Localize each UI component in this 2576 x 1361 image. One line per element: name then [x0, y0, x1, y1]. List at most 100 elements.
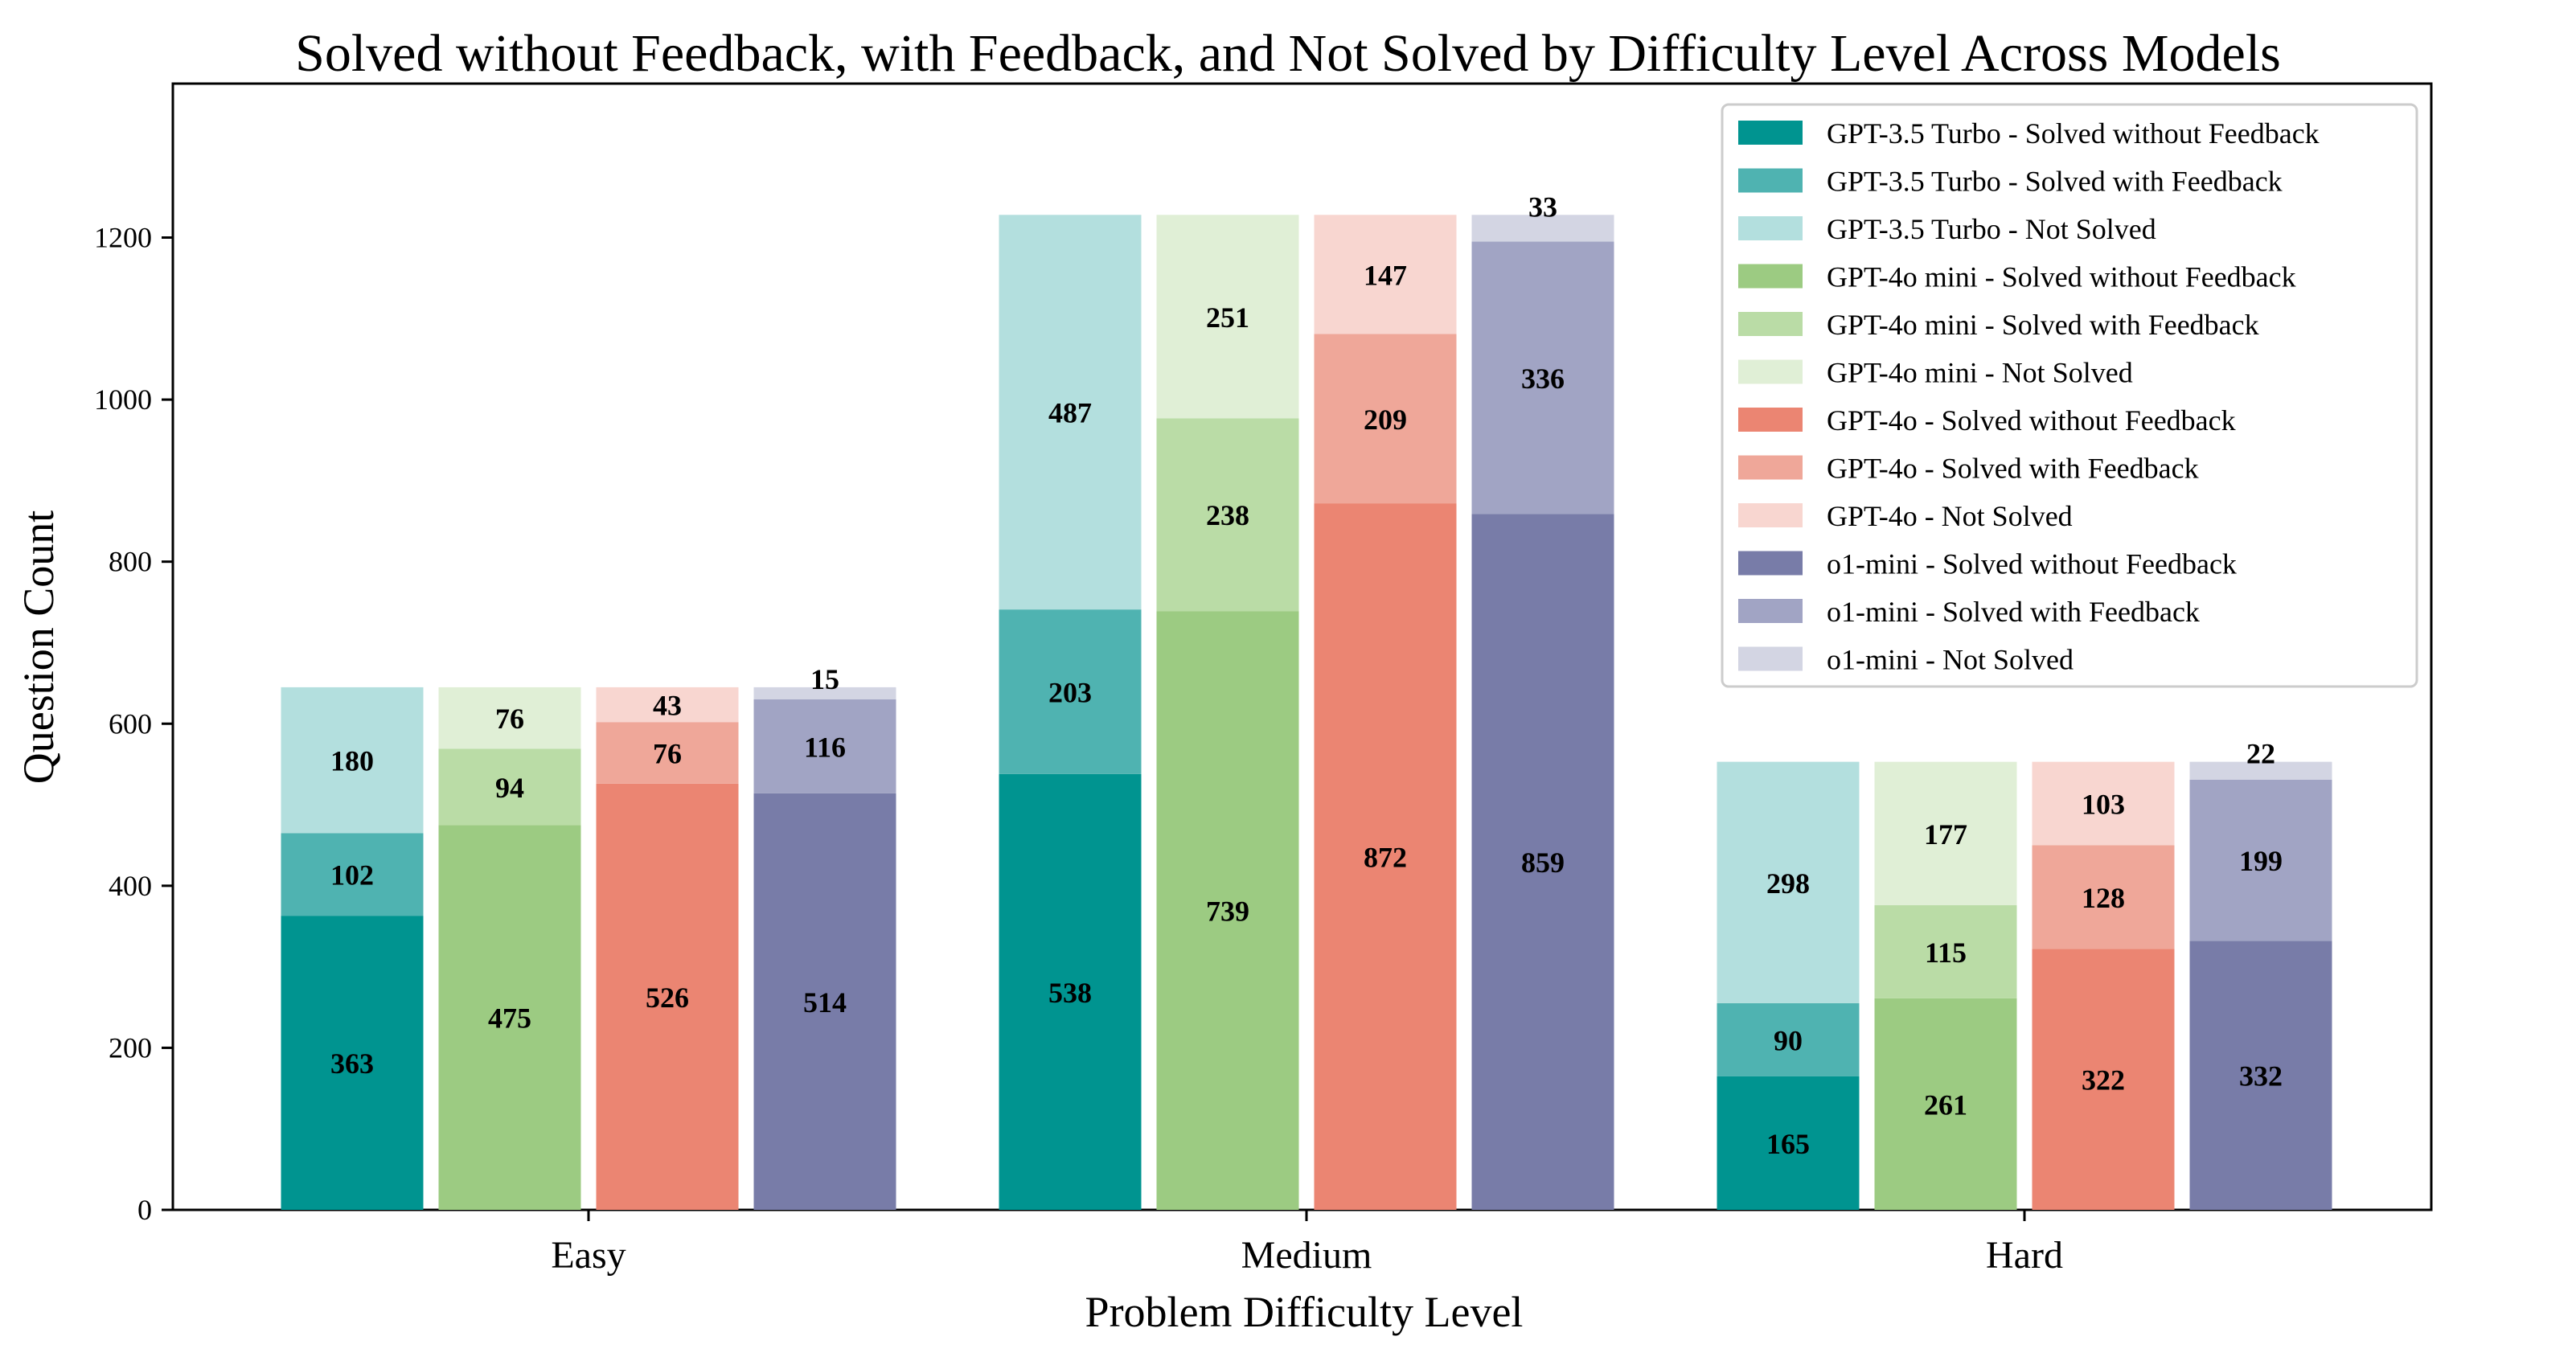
value-label: 76 [495, 703, 524, 735]
value-label: 514 [803, 986, 847, 1019]
value-label: 90 [1774, 1024, 1803, 1056]
bar-gpt-4o-hard-solved-without-feedback [2032, 949, 2175, 1210]
value-label: 251 [1206, 301, 1249, 334]
value-label: 261 [1924, 1088, 1967, 1121]
bar-gpt-4o-mini-medium-solved-with-feedback [1156, 418, 1299, 612]
bar-gpt-4o-mini-hard-solved-without-feedback [1874, 998, 2017, 1210]
bar-o1-mini-easy-solved-without-feedback [753, 793, 896, 1210]
plot-frame [171, 82, 2433, 1211]
legend-swatch [1738, 408, 1803, 432]
legend-swatch [1738, 216, 1803, 240]
x-tick-label-easy: Easy [551, 1234, 626, 1277]
legend-label: GPT-4o mini - Not Solved [1827, 357, 2133, 389]
y-tick-label: 800 [109, 546, 152, 578]
chart-title: Solved without Feedback, with Feedback, … [295, 24, 2281, 83]
value-label: 203 [1048, 676, 1092, 708]
bar-gpt-4o-mini-hard-not-solved [1874, 761, 2017, 906]
x-tick-label-medium: Medium [1241, 1234, 1372, 1277]
legend-swatch [1738, 264, 1803, 289]
y-tick-label: 1000 [94, 383, 152, 416]
value-label: 475 [488, 1002, 531, 1035]
value-label: 128 [2082, 882, 2125, 914]
value-label: 332 [2239, 1060, 2283, 1092]
value-label: 165 [1766, 1128, 1810, 1160]
legend-label: GPT-4o - Solved without Feedback [1827, 404, 2236, 437]
value-label: 538 [1048, 977, 1092, 1009]
bar-o1-mini-medium-solved-without-feedback [1471, 514, 1614, 1210]
legend-label: GPT-3.5 Turbo - Solved without Feedback [1827, 117, 2320, 150]
legend-label: GPT-4o mini - Solved without Feedback [1827, 261, 2296, 293]
bar-gpt-3-5-turbo-medium-solved-without-feedback [999, 773, 1142, 1210]
value-label: 298 [1766, 867, 1810, 900]
bar-gpt-4o-mini-easy-not-solved [438, 687, 581, 749]
legend-swatch [1738, 646, 1803, 671]
value-label: 363 [330, 1047, 374, 1080]
legend-label: GPT-4o - Solved with Feedback [1827, 453, 2199, 485]
bar-gpt-3-5-turbo-medium-not-solved [999, 215, 1142, 610]
bar-gpt-3-5-turbo-easy-solved-without-feedback [281, 916, 424, 1210]
y-tick-label: 1200 [94, 222, 152, 254]
bar-gpt-4o-medium-solved-with-feedback [1314, 334, 1457, 504]
bar-gpt-4o-mini-easy-solved-without-feedback [438, 825, 581, 1210]
bar-gpt-4o-easy-not-solved [596, 687, 739, 723]
bar-gpt-4o-mini-hard-solved-with-feedback [1874, 905, 2017, 998]
legend-label: o1-mini - Not Solved [1827, 644, 2074, 676]
bar-gpt-4o-mini-medium-solved-without-feedback [1156, 611, 1299, 1210]
legend-label: GPT-4o mini - Solved with Feedback [1827, 309, 2259, 341]
value-label: 15 [810, 663, 839, 695]
x-tick-label-hard: Hard [1986, 1234, 2063, 1277]
legend-swatch [1738, 359, 1803, 384]
bar-gpt-4o-mini-medium-not-solved [1156, 215, 1299, 419]
value-label: 76 [653, 738, 682, 770]
value-label: 859 [1521, 847, 1565, 879]
y-tick-label: 600 [109, 707, 152, 740]
bar-o1-mini-easy-solved-with-feedback [753, 699, 896, 793]
bar-o1-mini-medium-not-solved [1471, 215, 1614, 242]
legend-swatch [1738, 312, 1803, 336]
plot-area: 0 200 400 600 800 1000 1200 Easy 363 102 180 475 94 7… [94, 82, 2433, 1277]
bar-o1-mini-hard-not-solved [2189, 761, 2332, 780]
value-label: 180 [330, 745, 374, 777]
value-label: 526 [646, 982, 689, 1014]
bar-gpt-4o-medium-solved-without-feedback [1314, 503, 1457, 1210]
value-label: 103 [2082, 789, 2125, 821]
value-label: 102 [330, 859, 374, 892]
bar-gpt-4o-hard-solved-with-feedback [2032, 845, 2175, 949]
bar-o1-mini-easy-not-solved [753, 687, 896, 700]
y-axis-label: Question Count [14, 510, 63, 785]
bar-o1-mini-hard-solved-with-feedback [2189, 779, 2332, 941]
bar-gpt-4o-easy-solved-with-feedback [596, 722, 739, 784]
value-label: 94 [495, 772, 524, 804]
value-label: 177 [1924, 818, 1967, 851]
legend-label: o1-mini - Solved with Feedback [1827, 596, 2200, 628]
y-tick-label: 200 [109, 1031, 152, 1064]
value-label: 115 [1925, 937, 1967, 969]
value-label: 487 [1048, 397, 1092, 429]
bar-gpt-3-5-turbo-hard-not-solved [1717, 761, 1860, 1003]
bar-o1-mini-hard-solved-without-feedback [2189, 941, 2332, 1210]
value-label: 209 [1364, 404, 1407, 436]
value-label: 336 [1521, 363, 1565, 395]
y-tick-label: 0 [137, 1194, 152, 1226]
value-label: 739 [1206, 896, 1249, 928]
y-tick-label: 400 [109, 870, 152, 902]
value-label: 238 [1206, 499, 1249, 531]
value-label: 33 [1528, 191, 1557, 223]
legend-swatch [1738, 503, 1803, 527]
bar-gpt-4o-mini-easy-solved-with-feedback [438, 748, 581, 826]
value-label: 322 [2082, 1064, 2125, 1097]
bar-o1-mini-medium-solved-with-feedback [1471, 241, 1614, 514]
bar-gpt-4o-hard-not-solved [2032, 761, 2175, 846]
legend-swatch [1738, 599, 1803, 623]
bar-gpt-4o-easy-solved-without-feedback [596, 783, 739, 1210]
legend-label: o1-mini - Solved without Feedback [1827, 548, 2237, 580]
legend-swatch [1738, 168, 1803, 193]
value-label: 199 [2239, 845, 2283, 877]
bar-gpt-3-5-turbo-hard-solved-with-feedback [1717, 1002, 1860, 1076]
legend-swatch [1738, 121, 1803, 145]
legend-swatch [1738, 551, 1803, 576]
value-label: 22 [2246, 738, 2275, 770]
value-label: 43 [653, 690, 682, 722]
bar-gpt-3-5-turbo-medium-solved-with-feedback [999, 609, 1142, 774]
